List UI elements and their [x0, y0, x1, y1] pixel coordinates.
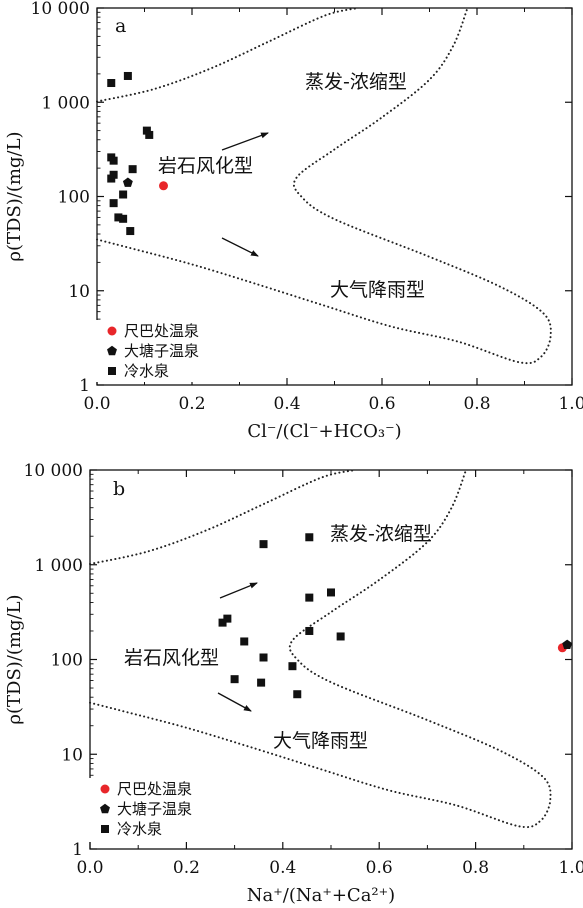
legend-box	[89, 778, 239, 842]
data-point	[223, 614, 232, 623]
upper-boundary-curve	[89, 469, 357, 565]
y-tick-label: 100	[58, 188, 90, 208]
y-tick-label: 10 000	[24, 461, 83, 481]
trend-arrow	[221, 132, 269, 151]
data-point	[107, 174, 116, 183]
data-point	[259, 653, 268, 662]
data-point	[259, 540, 268, 549]
legend-marker	[100, 803, 110, 814]
y-tick-label: 10	[68, 282, 90, 302]
chart-panel-b: 0.0 0.2 0.4 0.6 0.8 1.0 1 10 100 1 000 10 000 Na⁺/(…	[4, 461, 583, 906]
trend-arrow	[217, 692, 252, 712]
legend-label: 大塘子温泉	[124, 342, 199, 360]
y-tick-label: 10 000	[31, 0, 90, 19]
x-tick-label: 0.6	[366, 858, 393, 878]
x-tick-label: 0.8	[462, 858, 489, 878]
x-axis-label: Na⁺/(Na⁺+Ca²⁺)	[247, 885, 395, 906]
data-point	[288, 662, 297, 671]
data-point	[109, 156, 118, 165]
legend-marker	[107, 345, 117, 356]
panel-letter: b	[113, 478, 125, 500]
panel-letter: a	[115, 15, 126, 37]
legend-box	[96, 320, 248, 382]
y-axis-label: ρ(TDS)/(mg/L)	[4, 594, 25, 724]
region-label: 蒸发-浓缩型	[305, 71, 407, 93]
data-point	[327, 588, 335, 597]
data-point	[145, 130, 154, 139]
data-point	[109, 199, 118, 208]
data-point	[128, 165, 137, 174]
legend-marker	[101, 825, 109, 833]
x-axis-label: Cl⁻/(Cl⁻+HCO₃⁻)	[247, 421, 401, 442]
y-tick-label: 1	[79, 376, 90, 396]
trend-arrow	[221, 237, 259, 257]
upper-boundary-curve	[96, 7, 360, 103]
region-label: 大气降雨型	[273, 730, 368, 752]
x-tick-label: 0.4	[273, 394, 300, 414]
y-axis-label: ρ(TDS)/(mg/L)	[4, 131, 25, 261]
x-tick-label: 0.2	[173, 858, 200, 878]
data-point	[159, 181, 168, 191]
x-tick-label: 0.2	[178, 394, 205, 414]
data-point	[240, 637, 249, 646]
data-point	[257, 678, 266, 687]
data-point	[305, 593, 314, 602]
x-tick-label: 0.0	[83, 394, 110, 414]
legend-label: 尺巴处温泉	[117, 780, 192, 798]
data-point	[305, 533, 314, 542]
legend-marker	[107, 326, 117, 336]
x-tick-label: 1.0	[558, 394, 583, 414]
x-tick-label: 0.6	[368, 394, 395, 414]
x-tick-label: 1.0	[558, 858, 583, 878]
x-tick-label: 0.8	[463, 394, 490, 414]
y-tick-label: 1 000	[41, 93, 90, 113]
data-point	[126, 227, 135, 236]
x-tick-label: 0.4	[269, 858, 296, 878]
data-point	[119, 190, 128, 199]
data-point	[562, 639, 573, 649]
x-tick-label: 0.0	[76, 858, 103, 878]
data-point	[305, 626, 314, 635]
y-tick-label: 10	[61, 745, 83, 765]
region-label: 大气降雨型	[330, 279, 425, 301]
legend-label: 大塘子温泉	[117, 800, 192, 818]
region-label: 蒸发-浓缩型	[330, 523, 432, 545]
legend-label: 尺巴处温泉	[124, 322, 199, 340]
legend-label: 冷水泉	[117, 820, 162, 838]
data-point	[114, 213, 123, 222]
legend-label: 冷水泉	[124, 362, 169, 380]
y-tick-label: 100	[51, 651, 83, 671]
chart-panel-a: 0.0 0.2 0.4 0.6 0.8 1.0 1 10 100 1 000 10 000 Cl⁻/(…	[4, 0, 583, 442]
data-point	[142, 126, 151, 135]
lower-boundary-curve	[89, 469, 552, 829]
legend-marker	[100, 784, 110, 794]
legend-marker	[108, 367, 116, 375]
data-point	[107, 79, 116, 88]
lower-boundary-curve	[96, 7, 552, 365]
region-label: 岩石风化型	[124, 647, 219, 669]
data-point	[293, 690, 302, 699]
y-tick-label: 1 000	[34, 556, 83, 576]
data-point	[123, 71, 132, 80]
data-point	[122, 177, 133, 187]
trend-arrow	[219, 582, 258, 599]
region-label: 岩石风化型	[158, 155, 253, 177]
y-tick-label: 1	[72, 840, 83, 860]
data-point	[119, 214, 128, 223]
data-point	[230, 675, 239, 684]
data-point	[336, 632, 345, 641]
data-point	[218, 618, 227, 627]
